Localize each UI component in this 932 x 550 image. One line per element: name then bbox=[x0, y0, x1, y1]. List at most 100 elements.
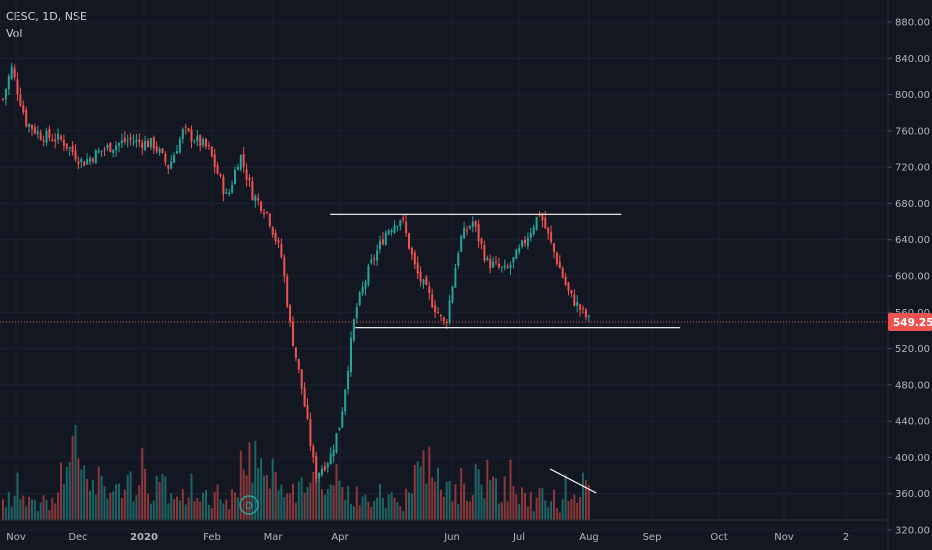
candle-up bbox=[329, 453, 332, 465]
volume-bar bbox=[550, 501, 553, 520]
volume-bar bbox=[445, 481, 448, 520]
dividend-marker[interactable]: D bbox=[239, 495, 259, 515]
candle-down bbox=[497, 263, 500, 268]
volume-bar bbox=[274, 471, 277, 520]
volume-bar bbox=[42, 495, 45, 520]
volume-bar bbox=[335, 464, 338, 520]
candle-down bbox=[167, 164, 170, 169]
volume-bar bbox=[564, 474, 567, 520]
volume-bar bbox=[587, 484, 590, 520]
candle-up bbox=[460, 236, 463, 252]
volume-bar bbox=[155, 475, 158, 520]
volume-bar bbox=[86, 478, 89, 520]
candle-down bbox=[434, 305, 437, 313]
time-tick-label: 2 bbox=[843, 532, 849, 543]
candle-down bbox=[62, 139, 65, 146]
candle-up bbox=[503, 265, 506, 268]
volume-bar bbox=[381, 497, 384, 520]
candle-up bbox=[471, 222, 474, 227]
candle-down bbox=[312, 446, 315, 458]
candle-up bbox=[321, 468, 323, 476]
price-axis[interactable]: 320.00360.00400.00440.00480.00520.00560.… bbox=[887, 0, 932, 550]
volume-bar bbox=[321, 489, 323, 520]
price-tick-label: 720.00 bbox=[895, 163, 930, 174]
candle-up bbox=[45, 130, 48, 143]
volume-bar bbox=[31, 499, 33, 520]
price-tick-label: 760.00 bbox=[895, 126, 930, 137]
time-axis[interactable]: Nov Dec 2020 Feb Mar Apr Jun Jul Aug Sep Oct Nov 2 bbox=[0, 519, 888, 543]
volume-bar bbox=[315, 458, 318, 520]
volume-legend[interactable]: Vol bbox=[6, 27, 23, 40]
volume-bar bbox=[347, 485, 350, 520]
volume-bar bbox=[199, 501, 202, 520]
candle-up bbox=[468, 226, 471, 229]
volume-bar bbox=[178, 500, 181, 520]
volume-bar bbox=[120, 497, 123, 520]
time-tick-label: 2020 bbox=[130, 532, 158, 543]
volume-bar bbox=[245, 475, 248, 520]
symbol-title[interactable]: CESC, 1D, NSE bbox=[6, 10, 87, 23]
candle-down bbox=[584, 309, 587, 318]
candle-down bbox=[33, 127, 36, 134]
candle-down bbox=[260, 201, 263, 212]
drawing-tools[interactable]: D bbox=[0, 213, 888, 515]
volume-bar bbox=[567, 501, 570, 520]
volume-bar bbox=[512, 485, 515, 520]
candle-up bbox=[178, 138, 181, 153]
volume-bar bbox=[393, 497, 396, 520]
candle-up bbox=[4, 88, 7, 100]
volume-bar bbox=[579, 496, 582, 520]
candle-up bbox=[521, 240, 524, 247]
candle-down bbox=[495, 261, 497, 263]
volume-bar bbox=[497, 503, 500, 520]
volume-bar bbox=[277, 490, 280, 520]
volume-bar bbox=[532, 511, 535, 520]
volume-bar bbox=[361, 496, 364, 520]
volume-bar bbox=[22, 495, 25, 520]
volume-bar bbox=[434, 481, 437, 520]
candle-down bbox=[442, 317, 445, 321]
grid bbox=[0, 0, 888, 531]
volume-bar bbox=[170, 493, 173, 520]
volume-bar bbox=[149, 503, 152, 520]
volume-bar bbox=[10, 506, 13, 520]
candle-down bbox=[550, 232, 553, 242]
volume-bar bbox=[561, 499, 564, 520]
volume-bar bbox=[251, 482, 254, 520]
volume-bar bbox=[115, 484, 118, 520]
volume-bar bbox=[263, 475, 265, 520]
candle-down bbox=[416, 262, 419, 274]
candle-down bbox=[555, 252, 558, 264]
candle-up bbox=[364, 281, 367, 289]
volume-bar bbox=[138, 485, 141, 520]
candle-down bbox=[161, 148, 164, 153]
volume-bar bbox=[242, 469, 245, 520]
volume-bar bbox=[80, 469, 83, 520]
candle-down bbox=[141, 142, 144, 149]
candle-down bbox=[242, 154, 245, 167]
candle-up bbox=[509, 264, 512, 269]
volume-bar bbox=[379, 484, 381, 520]
candle-up bbox=[341, 411, 344, 428]
volume-bar bbox=[248, 442, 251, 520]
candle-down bbox=[381, 239, 384, 245]
candle-down bbox=[138, 139, 141, 142]
candle-down bbox=[42, 140, 45, 142]
candle-down bbox=[155, 146, 158, 152]
candle-up bbox=[80, 159, 83, 163]
candle-down bbox=[129, 137, 132, 140]
volume-bar bbox=[254, 441, 257, 520]
candle-down bbox=[294, 347, 297, 358]
volume-bar bbox=[431, 477, 434, 520]
candle-up bbox=[344, 389, 347, 412]
volume-bar bbox=[326, 488, 329, 520]
volume-bar bbox=[205, 490, 207, 520]
candle-up bbox=[457, 253, 460, 266]
volume-bar bbox=[390, 492, 393, 520]
volume-bar bbox=[210, 508, 213, 520]
volume-bar bbox=[62, 484, 65, 520]
volume-bar bbox=[373, 500, 376, 520]
candle-down bbox=[524, 239, 526, 244]
volume-bar bbox=[106, 498, 109, 520]
